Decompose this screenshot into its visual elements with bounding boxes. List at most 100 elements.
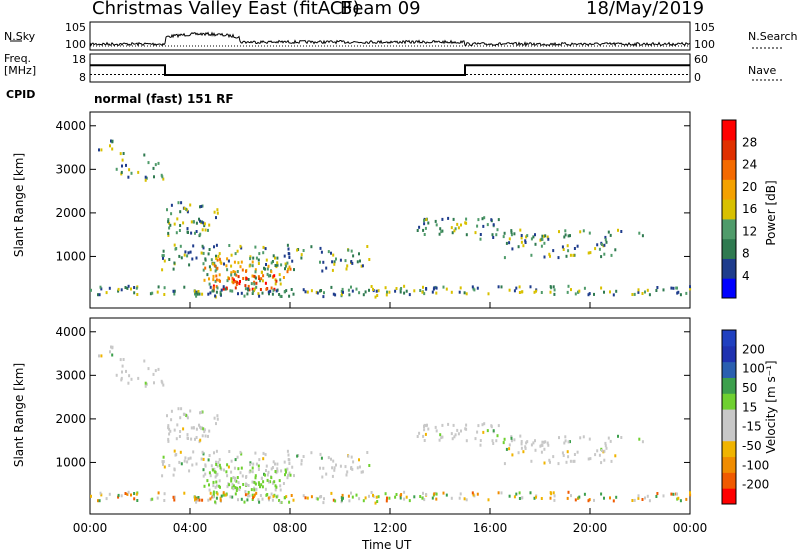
power-echo [617,228,619,232]
velocity-echo [553,498,556,502]
velocity-echo [262,451,265,455]
power-echo [558,230,560,234]
power-echo [283,254,286,258]
velocity-echo [370,491,373,494]
power-echo [670,286,673,290]
power-echo [259,288,262,291]
velocity-echo [588,498,591,502]
velocity-echo [330,457,332,461]
power-echo [234,270,237,274]
velocity-echo [327,456,330,460]
power-echo [258,277,261,280]
power-echo [544,234,547,238]
velocity-echo [609,496,611,500]
velocity-echo [576,450,579,454]
velocity-echo [163,465,166,469]
velocity-echo [578,495,581,499]
velocity-echo [594,453,597,457]
power-echo [172,267,175,271]
power-colorbar-tick: 8 [742,247,750,261]
power-echo [286,243,289,247]
power-echo [167,231,170,235]
velocity-echo [375,495,378,499]
velocity-echo [216,414,219,418]
velocity-echo [656,492,659,495]
velocity-echo [646,494,649,498]
velocity-echo [153,381,155,385]
power-echo [276,256,279,260]
velocity-echo [161,381,164,385]
velocity-echo [237,498,239,502]
velocity-echo [549,496,552,500]
power-echo [529,285,532,289]
velocity-echo [332,498,335,502]
power-echo [213,264,216,268]
power-echo [110,139,112,143]
power-echo [200,251,203,255]
power-echo [423,222,426,226]
power-echo [286,270,289,274]
velocity-echo [290,494,293,497]
velocity-echo [517,451,520,455]
velocity-echo [261,497,264,501]
power-echo [225,264,228,268]
power-echo [355,287,358,291]
velocity-echo [207,434,209,438]
power-echo [419,289,422,292]
power-echo [327,250,330,254]
power-echo [214,294,217,298]
power-echo [576,244,579,248]
power-echo [425,218,428,222]
velocity-echo [121,370,123,374]
velocity-echo [185,413,187,417]
power-echo [413,289,416,293]
power-colorbar-cell [722,238,736,259]
velocity-colorbar-tick: -200 [742,478,769,492]
power-ytick-label: 3000 [55,162,86,176]
power-echo [222,285,225,289]
power-echo [587,251,590,255]
power-echo [300,253,303,257]
velocity-echo [166,414,168,418]
velocity-echo [288,458,291,462]
power-echo [563,235,566,239]
power-echo [320,289,322,292]
power-echo [524,241,527,244]
power-echo [334,293,337,297]
power-echo [408,293,411,297]
power-echo [356,260,359,264]
velocity-echo [203,430,206,434]
velocity-echo [302,455,305,458]
power-echo [549,290,552,294]
power-echo [186,208,189,212]
power-echo [572,253,575,257]
power-echo [330,285,333,289]
power-echo [442,285,445,289]
power-echo [254,270,257,274]
power-echo [361,264,364,268]
velocity-echo [342,496,344,500]
power-echo [168,258,171,261]
velocity-echo [170,418,173,422]
velocity-echo [178,435,181,438]
power-echo [341,287,344,291]
power-echo [247,288,250,292]
power-echo [272,288,275,292]
velocity-echo [553,494,556,498]
power-echo [174,247,177,251]
velocity-echo [662,494,665,498]
velocity-echo [289,473,292,477]
power-panel-frame [89,111,691,309]
velocity-echo [125,369,127,373]
velocity-echo [603,449,606,453]
velocity-echo [194,495,196,499]
power-echo [108,286,111,290]
power-echo [216,211,219,215]
velocity-ytick-label: 3000 [55,368,86,382]
power-echo [423,233,426,236]
power-echo [549,285,552,289]
power-echo [186,230,189,234]
power-echo [604,235,607,239]
velocity-echo [583,492,586,496]
power-echo [261,291,264,295]
